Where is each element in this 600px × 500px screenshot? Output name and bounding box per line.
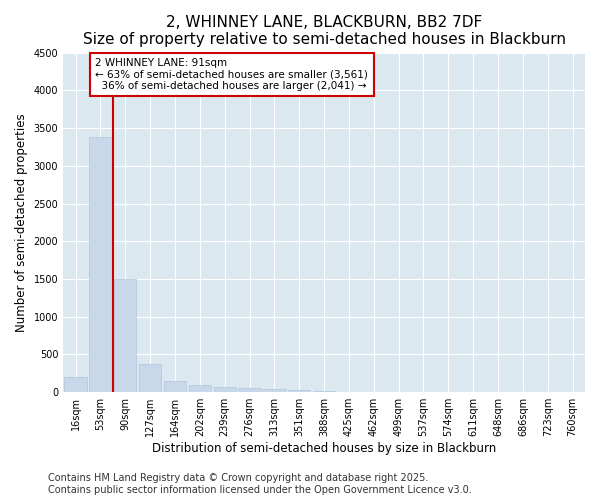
Bar [263, 389, 286, 392]
Bar [238, 388, 261, 392]
Bar [313, 390, 335, 392]
Bar [214, 388, 236, 392]
X-axis label: Distribution of semi-detached houses by size in Blackburn: Distribution of semi-detached houses by … [152, 442, 496, 455]
Bar [164, 380, 186, 392]
Text: 2 WHINNEY LANE: 91sqm
← 63% of semi-detached houses are smaller (3,561)
  36% of: 2 WHINNEY LANE: 91sqm ← 63% of semi-deta… [95, 58, 368, 91]
Bar [188, 386, 211, 392]
Bar [89, 137, 112, 392]
Bar [288, 390, 310, 392]
Bar [64, 377, 87, 392]
Bar [114, 279, 136, 392]
Y-axis label: Number of semi-detached properties: Number of semi-detached properties [15, 113, 28, 332]
Text: Contains HM Land Registry data © Crown copyright and database right 2025.
Contai: Contains HM Land Registry data © Crown c… [48, 474, 472, 495]
Bar [139, 364, 161, 392]
Title: 2, WHINNEY LANE, BLACKBURN, BB2 7DF
Size of property relative to semi-detached h: 2, WHINNEY LANE, BLACKBURN, BB2 7DF Size… [83, 15, 566, 48]
